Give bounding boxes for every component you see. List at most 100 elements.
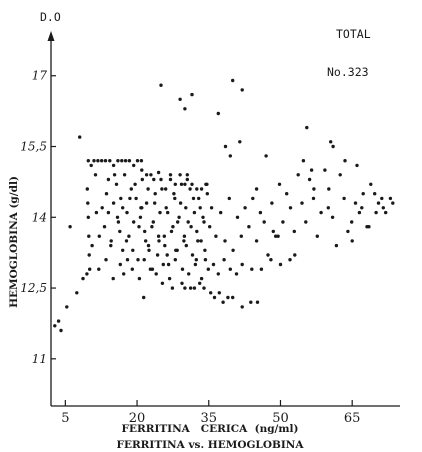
data-point (222, 258, 226, 262)
data-point (150, 267, 155, 271)
data-point (234, 272, 239, 276)
data-point (216, 272, 220, 276)
data-point (388, 196, 393, 201)
data-point (155, 253, 160, 257)
data-point (179, 182, 184, 186)
data-point (112, 173, 117, 177)
data-point (195, 229, 199, 234)
data-point (147, 248, 151, 252)
data-point (132, 220, 136, 224)
data-point (190, 182, 194, 186)
data-point (373, 192, 377, 196)
data-point (144, 173, 149, 177)
data-point (178, 97, 182, 102)
data-point (150, 225, 154, 229)
data-point (102, 225, 107, 229)
data-point (197, 196, 201, 201)
data-point (367, 225, 371, 229)
data-point (250, 267, 254, 271)
data-point (355, 163, 359, 168)
data-point (195, 187, 199, 191)
data-point (142, 295, 146, 300)
data-point (129, 187, 133, 191)
data-point (174, 248, 178, 252)
data-point (254, 239, 259, 243)
data-point (103, 159, 108, 163)
data-point (163, 243, 167, 248)
data-point (144, 201, 149, 205)
data-point (86, 215, 91, 219)
y-axis-top-label: D.O (40, 10, 61, 24)
data-point (156, 170, 161, 175)
data-point (391, 201, 395, 205)
data-point (104, 258, 108, 262)
data-point (132, 163, 136, 168)
data-point (196, 239, 200, 243)
data-point (276, 234, 280, 238)
data-point (278, 262, 283, 267)
data-point (156, 234, 161, 238)
data-point (118, 262, 123, 267)
data-point (292, 229, 296, 234)
data-point (190, 253, 195, 257)
data-point (93, 173, 98, 177)
sample-size-label: No.323 (327, 65, 369, 79)
data-point (114, 182, 119, 186)
data-point (140, 177, 144, 182)
data-point (209, 206, 214, 210)
data-point (357, 210, 362, 215)
data-point (343, 159, 347, 163)
data-point (183, 286, 187, 290)
data-point (381, 206, 385, 210)
data-point (189, 225, 193, 229)
data-point (307, 177, 312, 182)
data-point (182, 239, 186, 243)
data-point (167, 276, 172, 281)
y-axis-title: HEMOGLOBINA (g/dl) (8, 176, 20, 308)
data-point (199, 276, 204, 281)
data-point (65, 305, 69, 309)
data-point (162, 234, 166, 238)
data-point (254, 187, 259, 191)
data-point (165, 253, 169, 257)
data-point (186, 220, 190, 224)
data-point (183, 107, 187, 111)
data-point (86, 201, 90, 205)
data-point (68, 225, 72, 229)
data-point (159, 177, 163, 182)
data-point (116, 159, 120, 163)
data-point (111, 276, 115, 281)
data-point (249, 300, 253, 304)
data-point (206, 267, 210, 271)
y-axis-arrow-icon (47, 31, 55, 41)
x-ticks: 5 20 35 50 65 (61, 400, 360, 426)
data-point (122, 272, 126, 276)
data-point (274, 234, 278, 238)
data-point (193, 262, 198, 267)
data-point (205, 192, 209, 196)
data-point (209, 291, 213, 295)
data-point (226, 295, 230, 300)
data-point (211, 262, 216, 267)
data-point (194, 258, 198, 262)
data-point (125, 258, 130, 262)
data-point (118, 229, 122, 234)
data-point (311, 196, 316, 201)
y-tick-label: 11 (32, 352, 47, 366)
data-point (106, 210, 111, 215)
chart-title: FERRITINA vs. HEMOGLOBINA (117, 439, 305, 451)
data-point (238, 140, 242, 144)
data-point (326, 206, 330, 210)
data-point (360, 206, 364, 210)
data-point (153, 201, 157, 205)
data-point (281, 220, 285, 224)
data-point (199, 187, 204, 191)
data-point (331, 144, 335, 149)
data-point (338, 173, 342, 177)
data-point (201, 215, 205, 219)
data-point (123, 159, 128, 163)
data-point (216, 111, 220, 116)
data-point (170, 286, 175, 290)
data-point (153, 192, 157, 196)
data-point (157, 239, 161, 243)
